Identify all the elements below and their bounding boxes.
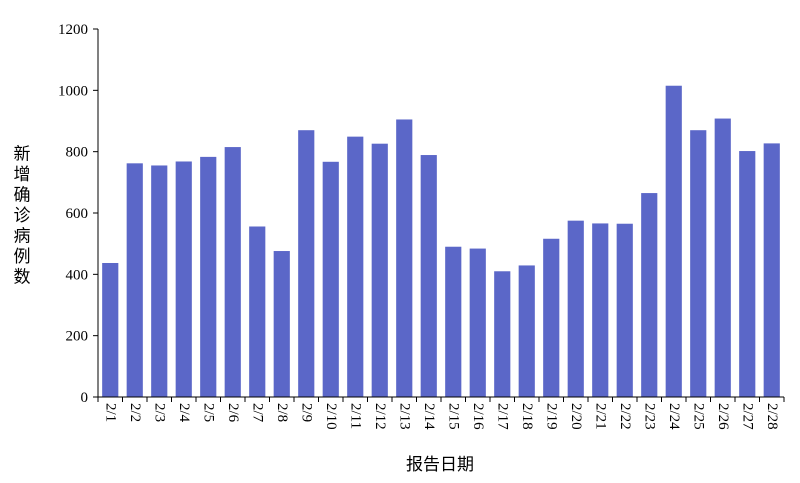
x-tick-label: 2/24: [666, 403, 682, 430]
x-tick-label: 2/21: [592, 403, 608, 430]
y-tick-label: 600: [66, 206, 89, 222]
bar-2/10: [322, 161, 339, 397]
bar-2/13: [396, 119, 413, 397]
x-axis-title: 报告日期: [406, 455, 474, 475]
x-tick-label: 2/26: [715, 403, 731, 430]
x-tick-label: 2/23: [641, 403, 657, 430]
x-tick-label: 2/12: [372, 403, 388, 430]
x-tick-label: 2/16: [470, 403, 486, 430]
x-tick-label: 2/14: [421, 403, 437, 430]
bar-2/1: [102, 262, 119, 397]
bar-2/20: [567, 220, 584, 397]
bar-2/25: [690, 130, 707, 397]
x-tick-label: 2/2: [127, 403, 143, 422]
x-tick-label: 2/8: [274, 403, 290, 422]
x-axis: 2/1 2/2 2/3 2/4 2/5 2/6 2/7 2/8 2/9 2/10 2/11 2/12 2…: [97, 396, 785, 430]
x-tick-label: 2/15: [445, 403, 461, 430]
bar-2/4: [175, 161, 192, 397]
y-axis-title: 新增确诊病例数: [14, 145, 31, 288]
x-tick-label: 2/9: [298, 403, 314, 422]
bar-2/26: [714, 118, 731, 398]
bar-2/23: [641, 193, 658, 397]
bar-2/6: [224, 147, 241, 397]
bar-2/11: [347, 136, 364, 397]
x-tick-label: 2/22: [617, 403, 633, 430]
x-tick-label: 2/28: [764, 403, 780, 430]
bar-2/24: [665, 85, 682, 397]
bar-2/2: [126, 163, 143, 397]
bar-2/19: [543, 238, 560, 397]
x-tick-label: 2/6: [225, 403, 241, 423]
y-tick-label: 800: [66, 145, 89, 161]
bar-2/28: [763, 143, 780, 397]
x-tick-label: 2/1: [102, 403, 118, 422]
bar-2/27: [739, 151, 756, 397]
y-axis: 0 200 400 600 800 1000 1200: [58, 22, 99, 406]
x-tick-label: 2/3: [151, 403, 167, 422]
bar-2/16: [469, 248, 486, 397]
bar-2/12: [371, 143, 388, 397]
x-tick-label: 2/20: [568, 403, 584, 430]
bar-2/3: [151, 165, 168, 397]
bar-2/21: [592, 223, 609, 397]
x-tick-label: 2/10: [323, 403, 339, 430]
y-tick-label: 400: [66, 267, 89, 283]
bar-2/5: [200, 156, 217, 397]
x-tick-label: 2/4: [176, 403, 192, 423]
x-tick-label: 2/27: [739, 403, 755, 430]
x-tick-label: 2/7: [249, 403, 265, 423]
bar-2/18: [518, 265, 535, 397]
y-tick-label: 1000: [58, 83, 88, 99]
x-tick-label: 2/17: [494, 403, 510, 430]
bars-group: [102, 85, 780, 398]
x-tick-label: 2/5: [200, 403, 216, 422]
y-tick-label: 1200: [58, 22, 88, 38]
x-tick-label: 2/25: [690, 403, 706, 430]
bar-2/9: [298, 130, 315, 397]
x-tick-label: 2/18: [519, 403, 535, 430]
bar-2/15: [445, 246, 462, 397]
x-tick-label: 2/11: [347, 403, 363, 429]
y-tick-label: 200: [66, 329, 89, 345]
x-tick-label: 2/19: [543, 403, 559, 430]
y-tick-label: 0: [81, 390, 89, 406]
bar-2/17: [494, 271, 511, 397]
bar-2/8: [273, 251, 290, 397]
bar-2/7: [249, 226, 266, 397]
x-tick-label: 2/13: [396, 403, 412, 430]
bar-2/22: [616, 223, 633, 397]
bar-2/14: [420, 155, 437, 397]
